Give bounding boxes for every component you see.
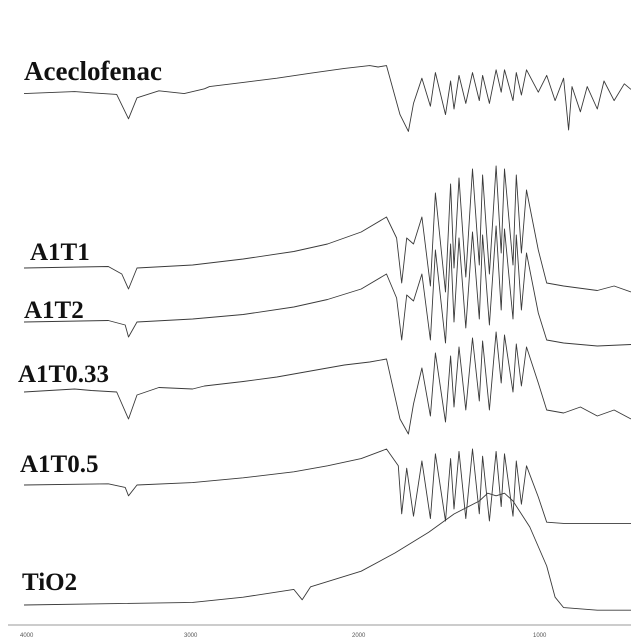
series-label-a1t2: A1T2 (24, 297, 84, 324)
spectrum-trace-a1t2 (23, 225, 631, 347)
x-tick-label-4000: 4000 (20, 633, 34, 639)
series-label-aceclofenac: Aceclofenac (24, 56, 162, 86)
spectrum-trace-a1t0-33 (23, 331, 631, 435)
series-label-tio2: TiO2 (22, 569, 77, 596)
series-label-a1t0-33: A1T0.33 (18, 361, 109, 388)
x-tick-label-1000: 1000 (533, 633, 547, 639)
spectrum-trace-a1t1 (23, 165, 631, 293)
spectrum-trace-aceclofenac (23, 65, 631, 132)
series-label-a1t1: A1T1 (30, 239, 90, 266)
x-tick-label-3000: 3000 (184, 633, 198, 639)
spectra-traces (23, 65, 631, 611)
x-tick-label-2000: 2000 (352, 633, 366, 639)
spectrum-trace-a1t0-5 (23, 448, 631, 524)
series-label-a1t0-5: A1T0.5 (20, 451, 98, 478)
spectrum-trace-tio2 (23, 492, 631, 611)
